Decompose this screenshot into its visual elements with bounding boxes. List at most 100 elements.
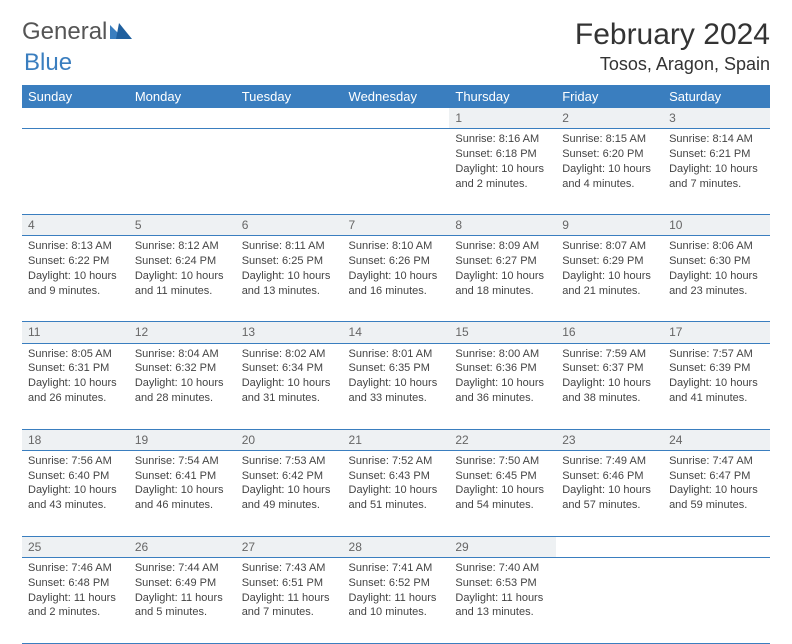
sunrise-text: Sunrise: 8:11 AM [242, 239, 337, 254]
daylight-text: Daylight: 10 hours and 23 minutes. [669, 269, 764, 299]
daylight-text: Daylight: 10 hours and 46 minutes. [135, 483, 230, 513]
day-number-cell: 18 [22, 429, 129, 450]
logo-text-1: General [22, 18, 107, 46]
day-number-cell: 11 [22, 322, 129, 343]
sunrise-text: Sunrise: 7:40 AM [455, 561, 550, 576]
daylight-text: Daylight: 10 hours and 13 minutes. [242, 269, 337, 299]
day-detail-cell: Sunrise: 8:12 AMSunset: 6:24 PMDaylight:… [129, 236, 236, 322]
day-number-cell [129, 108, 236, 129]
logo-triangle-icon [110, 18, 132, 46]
day-number-cell [22, 108, 129, 129]
daylight-text: Daylight: 10 hours and 9 minutes. [28, 269, 123, 299]
daylight-text: Daylight: 10 hours and 51 minutes. [349, 483, 444, 513]
sunset-text: Sunset: 6:34 PM [242, 361, 337, 376]
day-number-cell: 12 [129, 322, 236, 343]
month-title: February 2024 [575, 18, 770, 52]
day-detail-cell: Sunrise: 8:13 AMSunset: 6:22 PMDaylight:… [22, 236, 129, 322]
daylight-text: Daylight: 10 hours and 18 minutes. [455, 269, 550, 299]
sunset-text: Sunset: 6:32 PM [135, 361, 230, 376]
sunset-text: Sunset: 6:43 PM [349, 469, 444, 484]
daylight-text: Daylight: 10 hours and 41 minutes. [669, 376, 764, 406]
sunset-text: Sunset: 6:47 PM [669, 469, 764, 484]
day-number-cell: 1 [449, 108, 556, 129]
sunrise-text: Sunrise: 7:52 AM [349, 454, 444, 469]
day-number-cell: 8 [449, 215, 556, 236]
sunset-text: Sunset: 6:29 PM [562, 254, 657, 269]
day-number-cell: 24 [663, 429, 770, 450]
daylight-text: Daylight: 10 hours and 11 minutes. [135, 269, 230, 299]
sunset-text: Sunset: 6:45 PM [455, 469, 550, 484]
sunset-text: Sunset: 6:30 PM [669, 254, 764, 269]
day-detail-cell: Sunrise: 7:46 AMSunset: 6:48 PMDaylight:… [22, 557, 129, 643]
day-detail-cell: Sunrise: 8:02 AMSunset: 6:34 PMDaylight:… [236, 343, 343, 429]
daynum-row: 11121314151617 [22, 322, 770, 343]
day-number-cell: 4 [22, 215, 129, 236]
daynum-row: 123 [22, 108, 770, 129]
day-detail-cell: Sunrise: 7:53 AMSunset: 6:42 PMDaylight:… [236, 450, 343, 536]
day-number-cell: 29 [449, 536, 556, 557]
sunrise-text: Sunrise: 7:56 AM [28, 454, 123, 469]
sunrise-text: Sunrise: 7:57 AM [669, 347, 764, 362]
daylight-text: Daylight: 10 hours and 16 minutes. [349, 269, 444, 299]
daylight-text: Daylight: 10 hours and 33 minutes. [349, 376, 444, 406]
weekday-tuesday: Tuesday [236, 85, 343, 108]
sunset-text: Sunset: 6:49 PM [135, 576, 230, 591]
day-detail-cell: Sunrise: 8:14 AMSunset: 6:21 PMDaylight:… [663, 129, 770, 215]
day-detail-cell: Sunrise: 7:54 AMSunset: 6:41 PMDaylight:… [129, 450, 236, 536]
day-number-cell: 28 [343, 536, 450, 557]
daylight-text: Daylight: 11 hours and 2 minutes. [28, 591, 123, 621]
daylight-text: Daylight: 11 hours and 13 minutes. [455, 591, 550, 621]
day-number-cell: 20 [236, 429, 343, 450]
day-detail-cell: Sunrise: 8:11 AMSunset: 6:25 PMDaylight:… [236, 236, 343, 322]
sunset-text: Sunset: 6:46 PM [562, 469, 657, 484]
daynum-row: 2526272829 [22, 536, 770, 557]
day-detail-cell: Sunrise: 7:56 AMSunset: 6:40 PMDaylight:… [22, 450, 129, 536]
sunrise-text: Sunrise: 8:14 AM [669, 132, 764, 147]
day-number-cell [236, 108, 343, 129]
sunrise-text: Sunrise: 8:09 AM [455, 239, 550, 254]
daynum-row: 18192021222324 [22, 429, 770, 450]
weekday-monday: Monday [129, 85, 236, 108]
day-detail-cell: Sunrise: 7:47 AMSunset: 6:47 PMDaylight:… [663, 450, 770, 536]
sunrise-text: Sunrise: 7:53 AM [242, 454, 337, 469]
day-number-cell: 2 [556, 108, 663, 129]
sunset-text: Sunset: 6:22 PM [28, 254, 123, 269]
daylight-text: Daylight: 10 hours and 21 minutes. [562, 269, 657, 299]
day-detail-cell [236, 129, 343, 215]
sunset-text: Sunset: 6:31 PM [28, 361, 123, 376]
day-detail-cell [129, 129, 236, 215]
day-number-cell: 9 [556, 215, 663, 236]
day-detail-cell: Sunrise: 8:01 AMSunset: 6:35 PMDaylight:… [343, 343, 450, 429]
weekday-sunday: Sunday [22, 85, 129, 108]
sunrise-text: Sunrise: 8:00 AM [455, 347, 550, 362]
day-detail-row: Sunrise: 8:13 AMSunset: 6:22 PMDaylight:… [22, 236, 770, 322]
daylight-text: Daylight: 11 hours and 10 minutes. [349, 591, 444, 621]
sunset-text: Sunset: 6:21 PM [669, 147, 764, 162]
sunset-text: Sunset: 6:53 PM [455, 576, 550, 591]
day-number-cell: 23 [556, 429, 663, 450]
day-detail-cell: Sunrise: 7:59 AMSunset: 6:37 PMDaylight:… [556, 343, 663, 429]
sunrise-text: Sunrise: 7:46 AM [28, 561, 123, 576]
day-detail-cell [663, 557, 770, 643]
day-detail-cell: Sunrise: 8:09 AMSunset: 6:27 PMDaylight:… [449, 236, 556, 322]
sunset-text: Sunset: 6:52 PM [349, 576, 444, 591]
sunrise-text: Sunrise: 8:02 AM [242, 347, 337, 362]
daylight-text: Daylight: 10 hours and 2 minutes. [455, 162, 550, 192]
weekday-wednesday: Wednesday [343, 85, 450, 108]
sunrise-text: Sunrise: 8:15 AM [562, 132, 657, 147]
sunset-text: Sunset: 6:48 PM [28, 576, 123, 591]
sunrise-text: Sunrise: 8:13 AM [28, 239, 123, 254]
sunrise-text: Sunrise: 7:44 AM [135, 561, 230, 576]
daylight-text: Daylight: 10 hours and 4 minutes. [562, 162, 657, 192]
sunrise-text: Sunrise: 8:06 AM [669, 239, 764, 254]
day-detail-cell: Sunrise: 8:06 AMSunset: 6:30 PMDaylight:… [663, 236, 770, 322]
sunrise-text: Sunrise: 7:41 AM [349, 561, 444, 576]
day-number-cell: 25 [22, 536, 129, 557]
day-number-cell: 19 [129, 429, 236, 450]
daylight-text: Daylight: 10 hours and 38 minutes. [562, 376, 657, 406]
daylight-text: Daylight: 10 hours and 57 minutes. [562, 483, 657, 513]
sunrise-text: Sunrise: 8:04 AM [135, 347, 230, 362]
day-number-cell: 5 [129, 215, 236, 236]
day-detail-row: Sunrise: 7:56 AMSunset: 6:40 PMDaylight:… [22, 450, 770, 536]
sunrise-text: Sunrise: 7:50 AM [455, 454, 550, 469]
